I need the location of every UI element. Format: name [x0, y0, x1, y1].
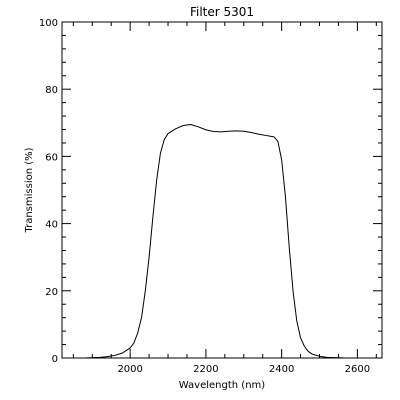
x-tick-label: 2000: [117, 364, 142, 375]
tick-labels: 2000 2200 2400 2600 0 20 40 60 80 100: [39, 18, 370, 375]
chart-title: Filter 5301: [190, 5, 254, 19]
x-tick-label: 2600: [345, 364, 370, 375]
axis-ticks: [62, 21, 382, 359]
series-group: [84, 123, 347, 359]
y-axis-label: Transmission (%): [24, 147, 35, 233]
x-tick-label: 2400: [269, 364, 294, 375]
y-tick-label: 20: [45, 287, 58, 298]
x-tick-label: 2200: [193, 364, 218, 375]
y-tick-label: 100: [39, 18, 58, 29]
y-tick-label: 40: [45, 220, 58, 231]
x-axis-label: Wavelength (nm): [179, 380, 265, 391]
y-tick-label: 80: [45, 85, 58, 96]
series-line: [84, 123, 347, 359]
plot-frame: [61, 21, 383, 359]
y-tick-label: 0: [52, 354, 58, 365]
y-tick-label: 60: [45, 152, 58, 163]
